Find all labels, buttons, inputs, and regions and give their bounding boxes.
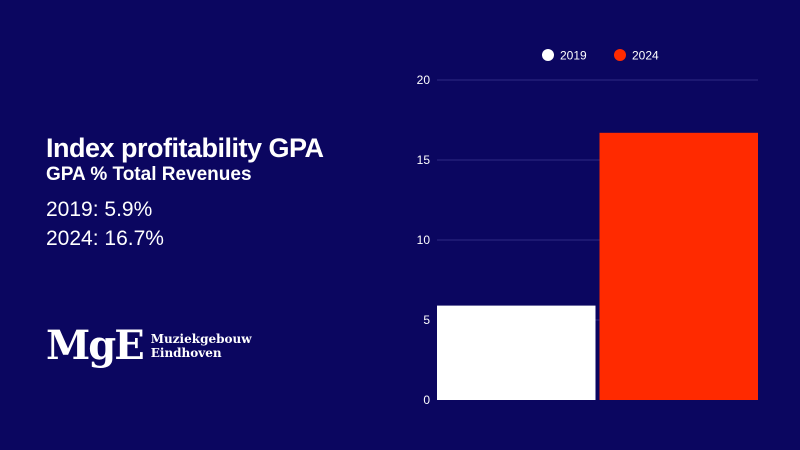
bar-2024 xyxy=(599,132,758,401)
legend-label-2019: 2019 xyxy=(560,49,587,63)
stat-2024: 2024: 16.7% xyxy=(46,227,164,250)
logo-wordmark: Muziekgebouw Eindhoven xyxy=(151,332,252,360)
y-tick-label-5: 5 xyxy=(423,313,430,327)
legend-swatch-2024 xyxy=(614,49,626,61)
y-tick-label-20: 20 xyxy=(417,73,431,87)
y-tick-label-15: 15 xyxy=(417,153,431,167)
logo-name-line1: Muziekgebouw xyxy=(150,332,252,346)
logo: MgE Muziekgebouw Eindhoven xyxy=(46,326,252,366)
legend-label-2024: 2024 xyxy=(632,49,659,63)
page-subtitle: GPA % Total Revenues xyxy=(46,164,252,185)
y-tick-label-0: 0 xyxy=(423,393,430,407)
page-title: Index profitability GPA xyxy=(46,133,324,163)
headline-panel: Index profitability GPA GPA % Total Reve… xyxy=(46,133,386,253)
legend-swatch-2019 xyxy=(542,49,554,61)
y-tick-label-10: 10 xyxy=(417,233,431,247)
logo-name-line2: Eindhoven xyxy=(150,346,222,360)
bar-2019 xyxy=(437,305,596,400)
bar-chart: 0 5 10 15 20 2019 2024 xyxy=(417,49,758,407)
logo-mark: MgE xyxy=(46,322,145,369)
stat-2019: 2019: 5.9% xyxy=(46,198,153,221)
